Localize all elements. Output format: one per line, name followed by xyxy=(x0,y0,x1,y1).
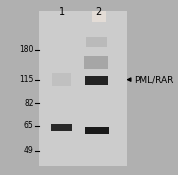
Text: 65: 65 xyxy=(24,121,33,131)
Bar xyxy=(84,56,108,69)
Text: 82: 82 xyxy=(24,99,33,108)
Bar xyxy=(39,10,127,166)
Text: 115: 115 xyxy=(19,75,33,84)
Text: 49: 49 xyxy=(24,146,33,155)
Bar xyxy=(91,11,106,22)
Text: 1: 1 xyxy=(59,7,65,17)
Bar xyxy=(85,127,109,134)
Text: 2: 2 xyxy=(95,7,101,17)
Bar xyxy=(52,73,71,86)
Bar xyxy=(51,124,72,131)
Bar xyxy=(85,76,108,85)
Text: PML/RAR: PML/RAR xyxy=(134,75,173,84)
Bar xyxy=(86,37,107,47)
Text: 180: 180 xyxy=(19,45,33,54)
